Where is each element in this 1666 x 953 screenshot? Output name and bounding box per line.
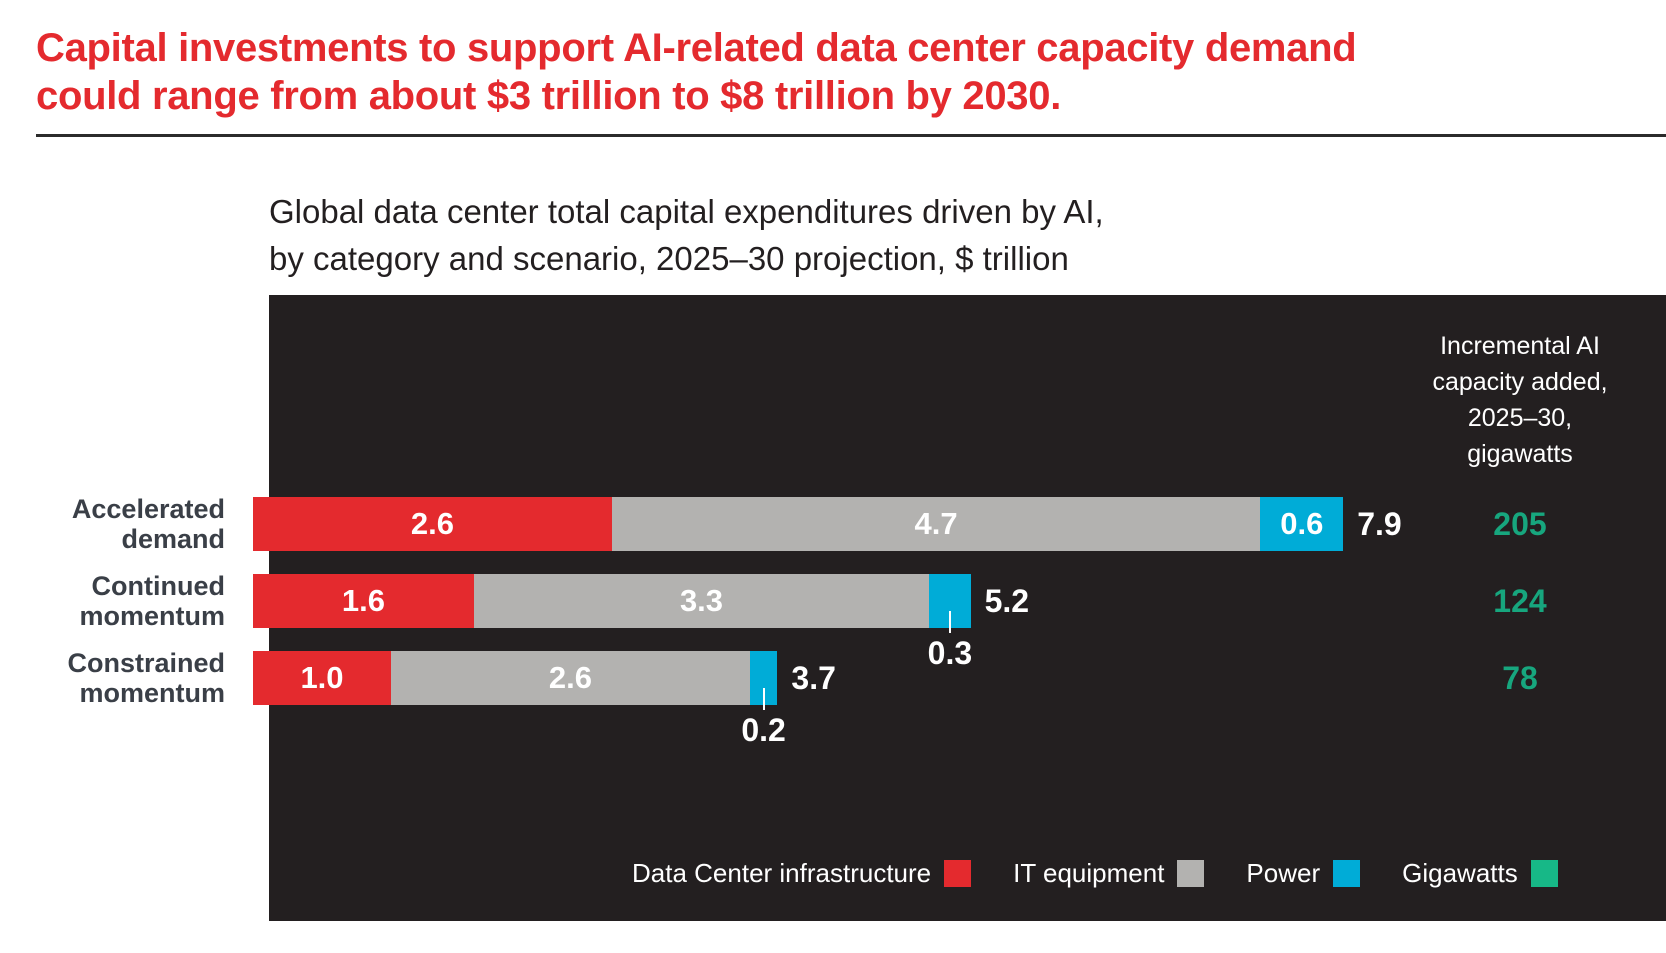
gigawatts-column-header: Incremental AI capacity added, 2025–30, … — [1400, 328, 1640, 472]
legend-item-it-equipment: IT equipment — [1013, 858, 1205, 889]
legend-swatch-green — [1530, 860, 1558, 887]
headline-line-2: could range from about $3 trillion to $8… — [36, 74, 1062, 118]
legend-swatch-gray — [1177, 860, 1205, 887]
headline-divider — [36, 134, 1666, 137]
bar-segment-value-label: 2.6 — [410, 506, 454, 541]
chart-subtitle-line-1: Global data center total capital expendi… — [269, 193, 1104, 230]
gigawatts-header-line: capacity added, — [1432, 368, 1608, 396]
legend-label: Power — [1246, 858, 1321, 888]
legend-label: Gigawatts — [1402, 858, 1518, 888]
bar-segment-power: 0.6 — [1260, 497, 1344, 551]
row-label-line: Accelerated — [71, 494, 225, 524]
callout-leader-line — [948, 611, 951, 633]
legend-item-power: Power — [1246, 858, 1361, 889]
bar-segment-value-label: 4.7 — [914, 506, 958, 541]
legend-swatch-blue — [1333, 860, 1361, 887]
row-label-constrained-momentum: Constrained momentum — [5, 648, 225, 708]
bar-total-label: 7.9 — [1357, 506, 1402, 542]
row-label-line: momentum — [79, 601, 225, 631]
bar-segment-it-equipment: 3.3 — [473, 574, 930, 628]
headline: Capital investments to support AI-relate… — [36, 24, 1536, 120]
row-label-line: momentum — [79, 678, 225, 708]
legend-item-data-center-infrastructure: Data Center infrastructure — [632, 858, 972, 889]
bar-segment-value-label: 2.6 — [548, 660, 592, 695]
bar-segment-data-center-infrastructure: 1.6 — [253, 574, 474, 628]
chart-subtitle-line-2: by category and scenario, 2025–30 projec… — [269, 240, 1069, 277]
gigawatts-value: 124 — [1493, 583, 1547, 619]
bar-segment-it-equipment: 2.6 — [391, 651, 750, 705]
headline-line-1: Capital investments to support AI-relate… — [36, 26, 1357, 70]
bar-segment-callout-label: 0.3 — [927, 635, 973, 671]
gigawatts-value: 205 — [1493, 506, 1547, 542]
bar-segment-data-center-infrastructure: 1.0 — [253, 651, 391, 705]
row-label-line: Constrained — [67, 648, 225, 678]
bar-segment-callout-label: 0.2 — [741, 712, 786, 748]
bar-total-label: 5.2 — [984, 583, 1030, 619]
legend-label: Data Center infrastructure — [632, 858, 932, 888]
gigawatts-header-line: 2025–30, — [1467, 404, 1573, 432]
row-label-continued-momentum: Continued momentum — [5, 571, 225, 631]
legend-label: IT equipment — [1013, 858, 1165, 888]
row-label-line: Continued — [91, 571, 225, 601]
bar-segment-data-center-infrastructure: 2.6 — [253, 497, 612, 551]
legend-swatch-red — [944, 860, 972, 887]
bar-segment-value-label: 1.0 — [300, 660, 344, 695]
bar-segment-value-label: 1.6 — [341, 583, 385, 618]
bar-segment-value-label: 3.3 — [679, 583, 724, 618]
chart-subtitle: Global data center total capital expendi… — [269, 188, 1104, 282]
row-label-accelerated-demand: Accelerated demand — [5, 494, 225, 554]
gigawatts-header-line: Incremental AI — [1440, 332, 1600, 360]
chart-legend: Data Center infrastructure IT equipment … — [632, 858, 1558, 889]
bar-segment-value-label: 0.6 — [1280, 506, 1324, 541]
gigawatts-value: 78 — [1502, 660, 1538, 696]
row-label-line: demand — [121, 524, 225, 554]
bar-segment-it-equipment: 4.7 — [611, 497, 1261, 551]
bar-total-label: 3.7 — [791, 660, 836, 696]
legend-item-gigawatts: Gigawatts — [1402, 858, 1558, 889]
callout-leader-line — [762, 688, 765, 710]
gigawatts-header-line: gigawatts — [1467, 440, 1573, 468]
